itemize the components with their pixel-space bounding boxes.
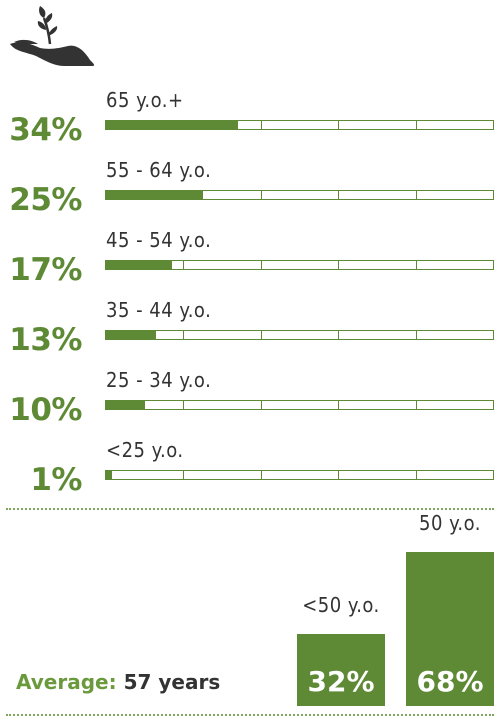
bar-segment-divider	[338, 191, 340, 199]
age-percent: 1%	[30, 462, 82, 498]
age-split-value: 32%	[307, 664, 375, 698]
age-label: <25 y.o.	[106, 438, 184, 462]
bar-segment-divider	[338, 261, 340, 269]
age-label: 65 y.o.+	[106, 88, 184, 112]
age-split-label: <50 y.o.	[302, 592, 380, 617]
age-bar	[106, 471, 112, 479]
age-bar	[106, 401, 145, 409]
age-row: 1% <25 y.o.	[0, 438, 500, 508]
age-bar-track	[105, 330, 494, 340]
age-row: 34% 65 y.o.+	[0, 88, 500, 158]
age-bar	[106, 121, 238, 129]
bar-segment-divider	[415, 471, 417, 479]
age-bar-track	[105, 400, 494, 410]
bar-segment-divider	[260, 471, 262, 479]
age-bar-track	[105, 120, 494, 130]
age-row: 17% 45 - 54 y.o.	[0, 228, 500, 298]
bar-segment-divider	[260, 331, 262, 339]
age-bar-track	[105, 190, 494, 200]
age-split-value: 68%	[416, 665, 484, 698]
age-percent: 34%	[9, 112, 82, 148]
age-bar	[106, 261, 172, 269]
bar-segment-divider	[338, 471, 340, 479]
age-percent: 10%	[9, 392, 82, 428]
age-row: 13% 35 - 44 y.o.	[0, 298, 500, 368]
age-bar-track	[105, 260, 494, 270]
bar-segment-divider	[415, 331, 417, 339]
average-age: Average: 57 years	[16, 670, 221, 694]
dotted-divider	[6, 508, 494, 510]
age-bar-track	[105, 470, 494, 480]
age-label: 35 - 44 y.o.	[106, 298, 212, 322]
age-bar	[106, 191, 203, 199]
bar-segment-divider	[183, 331, 185, 339]
bar-segment-divider	[183, 261, 185, 269]
age-split-bar: 68%	[406, 552, 494, 706]
bar-segment-divider	[415, 261, 417, 269]
dotted-divider-bottom	[6, 714, 494, 716]
age-bar	[106, 331, 157, 339]
age-percent: 13%	[9, 322, 82, 358]
bar-segment-divider	[260, 261, 262, 269]
bar-segment-divider	[260, 121, 262, 129]
bar-segment-divider	[415, 121, 417, 129]
bar-segment-divider	[338, 121, 340, 129]
bar-segment-divider	[183, 191, 185, 199]
bar-segment-divider	[183, 471, 185, 479]
age-label: 45 - 54 y.o.	[106, 228, 212, 252]
bar-segment-divider	[183, 121, 185, 129]
bar-segment-divider	[415, 401, 417, 409]
bar-segment-divider	[338, 331, 340, 339]
bar-segment-divider	[260, 401, 262, 409]
bar-segment-divider	[183, 401, 185, 409]
bar-segment-divider	[338, 401, 340, 409]
age-percent: 17%	[9, 252, 82, 288]
age-split-label: 50 y.o.	[419, 511, 481, 535]
age-split-bar: 32%	[297, 633, 385, 706]
age-percent: 25%	[9, 182, 82, 218]
bar-segment-divider	[415, 191, 417, 199]
age-label: 55 - 64 y.o.	[106, 158, 212, 182]
bar-segment-divider	[260, 191, 262, 199]
age-row: 25% 55 - 64 y.o.	[0, 158, 500, 228]
age-row: 10% 25 - 34 y.o.	[0, 368, 500, 438]
age-label: 25 - 34 y.o.	[106, 368, 212, 392]
hand-holding-plant-icon	[10, 6, 95, 66]
